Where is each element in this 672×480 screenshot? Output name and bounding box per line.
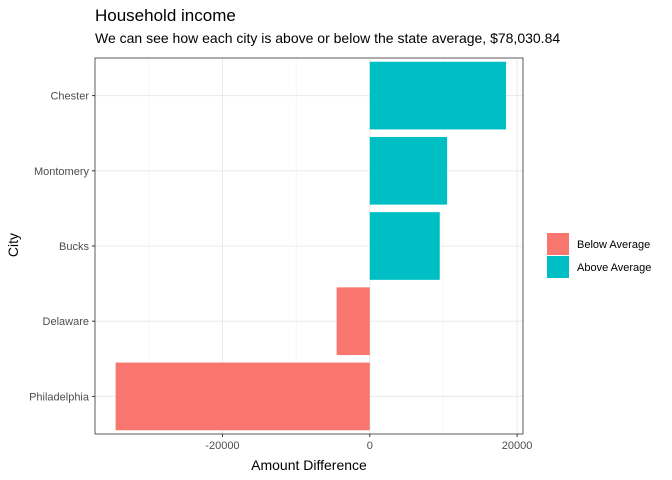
y-tick-label: Chester bbox=[50, 91, 89, 103]
y-tick-label: Philadelphia bbox=[29, 391, 90, 403]
x-tick-label: 0 bbox=[367, 440, 373, 452]
legend-key bbox=[547, 233, 569, 255]
x-axis: -20000 0 20000 bbox=[205, 434, 532, 452]
y-axis-title: City bbox=[5, 233, 21, 257]
legend-key bbox=[547, 256, 569, 278]
x-axis-title: Amount Difference bbox=[251, 457, 367, 473]
legend: Below Average Above Average bbox=[547, 233, 651, 278]
bar-bucks bbox=[369, 212, 440, 280]
y-tick-label: Delaware bbox=[43, 316, 89, 328]
chart-subtitle: We can see how each city is above or bel… bbox=[95, 30, 560, 46]
bar-montomery bbox=[369, 136, 448, 205]
x-tick-label: -20000 bbox=[205, 440, 239, 452]
chart-title: Household income bbox=[95, 6, 236, 25]
bar-chester bbox=[369, 61, 507, 130]
plot-area bbox=[94, 57, 524, 435]
y-axis: Philadelphia Delaware Bucks Montomery Cheste… bbox=[29, 91, 95, 403]
x-tick-label: 20000 bbox=[502, 440, 533, 452]
y-tick-label: Montomery bbox=[34, 166, 90, 178]
bars bbox=[115, 61, 507, 431]
legend-label: Below Average bbox=[577, 239, 650, 251]
bar-philadelphia bbox=[115, 362, 370, 431]
legend-label: Above Average bbox=[577, 262, 651, 274]
bar-delaware bbox=[336, 287, 370, 356]
y-tick-label: Bucks bbox=[59, 241, 89, 253]
